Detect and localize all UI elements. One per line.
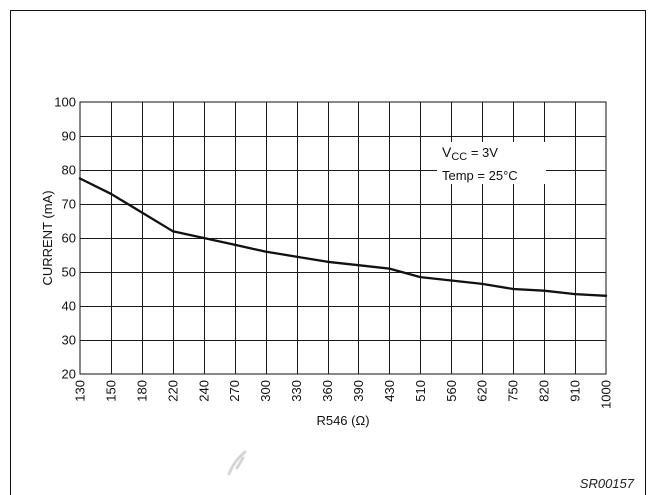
x-tick-label: 910: [568, 380, 583, 402]
x-axis-title: R546 (Ω): [316, 413, 369, 428]
data-point: [202, 236, 205, 240]
data-point: [140, 211, 143, 214]
annotation-vcc-symbol: V: [442, 144, 452, 160]
x-tick-label: 820: [537, 380, 552, 402]
figure-border: [10, 10, 646, 495]
y-tick-label: 60: [62, 231, 76, 246]
y-tick-label: 50: [62, 265, 76, 280]
y-tick-label: 20: [62, 367, 76, 382]
x-tick-label: 300: [258, 380, 273, 402]
watermark-mark: [227, 450, 247, 476]
data-point: [450, 279, 453, 282]
x-tick-label: 430: [382, 380, 397, 402]
annotation-temp: Temp = 25°C: [442, 168, 518, 183]
x-tick-label: 560: [444, 380, 459, 402]
annotation-background: [437, 142, 546, 184]
data-point: [264, 250, 267, 253]
current-curve: [78, 177, 608, 297]
x-tick-label: 270: [227, 380, 242, 402]
grid-lines: [80, 102, 606, 374]
data-point: [78, 177, 82, 180]
plot-frame: [79, 101, 607, 375]
y-tick-label: 40: [62, 299, 76, 314]
annotation-vcc-subscript: CC: [451, 151, 467, 163]
x-tick-label: 330: [289, 380, 304, 402]
data-point: [419, 276, 422, 279]
x-tick-label: 150: [103, 380, 118, 402]
x-tick-label: 130: [73, 380, 88, 402]
data-point: [543, 289, 546, 292]
x-tick-label: 620: [475, 380, 490, 402]
x-tick-label: 180: [134, 380, 149, 402]
annotation-vcc: VCC = 3V: [442, 144, 498, 163]
data-point: [326, 260, 329, 263]
x-tick-label: 390: [351, 380, 366, 402]
y-axis-title: CURRENT (mA): [40, 190, 55, 285]
data-point: [357, 264, 360, 267]
x-tick-label: 1000: [599, 380, 614, 409]
data-point: [295, 255, 298, 258]
data-point: [233, 243, 236, 246]
data-point: [573, 293, 577, 296]
x-tick-label: 360: [320, 380, 335, 402]
x-tick-label: 220: [165, 380, 180, 402]
y-tick-label: 30: [62, 333, 76, 348]
y-tick-label: 70: [62, 197, 76, 212]
x-tick-label: 240: [196, 380, 211, 402]
data-point: [512, 287, 515, 291]
y-tick-label: 90: [62, 129, 76, 144]
x-tick-label: 510: [413, 380, 428, 402]
figure-id-label: SR00157: [580, 476, 635, 491]
annotation-vcc-value: = 3V: [467, 145, 498, 160]
data-point: [481, 282, 484, 285]
data-point: [171, 230, 174, 233]
y-tick-label: 100: [54, 95, 76, 110]
y-tick-label: 80: [62, 163, 76, 178]
data-point: [109, 192, 113, 195]
x-tick-label: 750: [506, 380, 521, 402]
data-point: [388, 267, 391, 270]
data-point: [604, 294, 608, 297]
series-group: [78, 177, 608, 297]
